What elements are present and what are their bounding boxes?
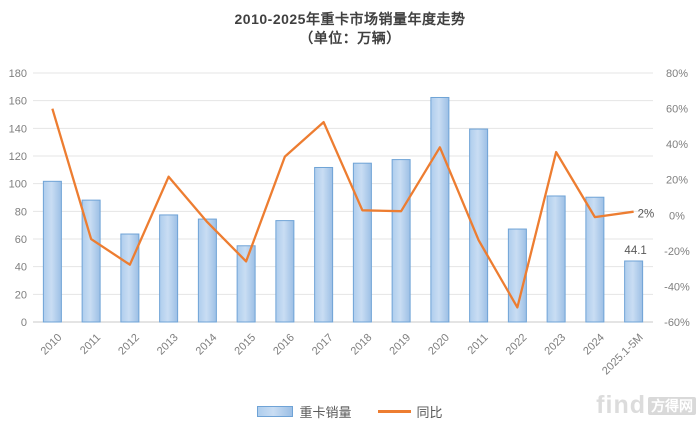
sales-bar[interactable] <box>469 128 489 323</box>
sales-bar[interactable] <box>275 220 295 323</box>
left-axis-tick-label: 60 <box>15 234 27 246</box>
sales-bar[interactable] <box>352 162 372 323</box>
watermark-logo: find 方得网 <box>596 392 696 418</box>
left-axis-tick-label: 80 <box>15 206 27 218</box>
x-axis-category-label: 2017 <box>310 332 336 358</box>
right-axis-tick-label: -60% <box>664 317 690 329</box>
bar-series-swatch-icon <box>257 405 294 417</box>
x-axis-category-label: 2022 <box>504 332 530 358</box>
sales-bar[interactable] <box>391 159 411 323</box>
x-axis-category-label: 2024 <box>581 332 607 358</box>
right-axis-tick-label: -40% <box>664 281 690 293</box>
x-axis-category-label: 2013 <box>155 332 181 358</box>
sales-bar[interactable] <box>430 96 450 323</box>
x-axis-category-label: 2015 <box>232 332 258 358</box>
yoy-line[interactable] <box>51 108 634 309</box>
right-axis-tick-label: 0% <box>669 210 685 222</box>
x-axis-category-label: 2025.1-5M <box>600 332 646 378</box>
chart-title: 2010-2025年重卡市场销量年度走势 <box>234 11 466 27</box>
x-axis-category-label: 2020 <box>426 332 452 358</box>
line-series-swatch-icon <box>377 409 411 413</box>
right-axis-tick-label: -20% <box>664 246 690 258</box>
right-axis-tick-label: 20% <box>666 175 688 187</box>
legend-item-sales[interactable]: 重卡销量 <box>257 402 352 421</box>
left-axis-tick-label: 100 <box>9 179 27 191</box>
right-axis-tick-label: 60% <box>666 104 688 116</box>
sales-bar[interactable] <box>81 199 101 323</box>
sales-bar[interactable] <box>42 180 62 323</box>
x-axis-category-label: 2018 <box>349 332 375 358</box>
left-axis-tick-label: 40 <box>15 262 27 274</box>
x-axis-category-label: 2014 <box>194 332 220 358</box>
x-axis-category-label: 2019 <box>387 332 413 358</box>
chart-subtitle: （单位：万辆） <box>299 30 401 46</box>
chart-legend: 重卡销量 同比 <box>0 401 700 421</box>
sales-bar[interactable] <box>624 260 644 323</box>
sales-bar[interactable] <box>236 245 256 323</box>
sales-bar[interactable] <box>120 233 140 323</box>
watermark-brand-text: find <box>596 391 646 419</box>
sales-bar[interactable] <box>314 166 334 323</box>
left-axis-tick-label: 20 <box>15 289 27 301</box>
right-axis-tick-label: 40% <box>666 139 688 151</box>
legend-item-yoy[interactable]: 同比 <box>377 402 443 421</box>
left-axis-tick-label: 120 <box>9 151 27 163</box>
bar-data-label: 44.1 <box>624 245 646 257</box>
left-axis-tick-label: 160 <box>9 96 27 108</box>
left-axis-tick-label: 0 <box>21 317 27 329</box>
legend-label-sales: 重卡销量 <box>299 404 352 420</box>
line-data-label: 2% <box>638 209 655 221</box>
x-axis-category-label: 2011 <box>78 332 103 357</box>
combo-chart-plot: 0 20 40 60 80 100 120 140 160 180 -60% -40% -20% 0% 20… <box>9 68 690 378</box>
x-axis-category-label: 2011 <box>466 332 491 357</box>
right-axis-tick-label: 80% <box>666 68 688 80</box>
x-axis-category-label: 2010 <box>39 332 65 358</box>
sales-bar[interactable] <box>585 196 605 323</box>
x-axis-category-label: 2012 <box>116 332 142 358</box>
x-axis-category-label: 2016 <box>271 332 297 358</box>
x-axis-category-label: 2023 <box>542 332 568 358</box>
left-axis-tick-label: 140 <box>9 123 27 135</box>
chart-title-block: 2010-2025年重卡市场销量年度走势 （单位：万辆） <box>0 10 700 48</box>
left-axis-tick-label: 180 <box>9 68 27 80</box>
watermark-cn-text: 方得网 <box>648 397 696 415</box>
sales-bar[interactable] <box>159 214 179 323</box>
sales-bar[interactable] <box>197 218 217 323</box>
legend-label-yoy: 同比 <box>416 404 443 420</box>
sales-bar[interactable] <box>546 195 566 323</box>
